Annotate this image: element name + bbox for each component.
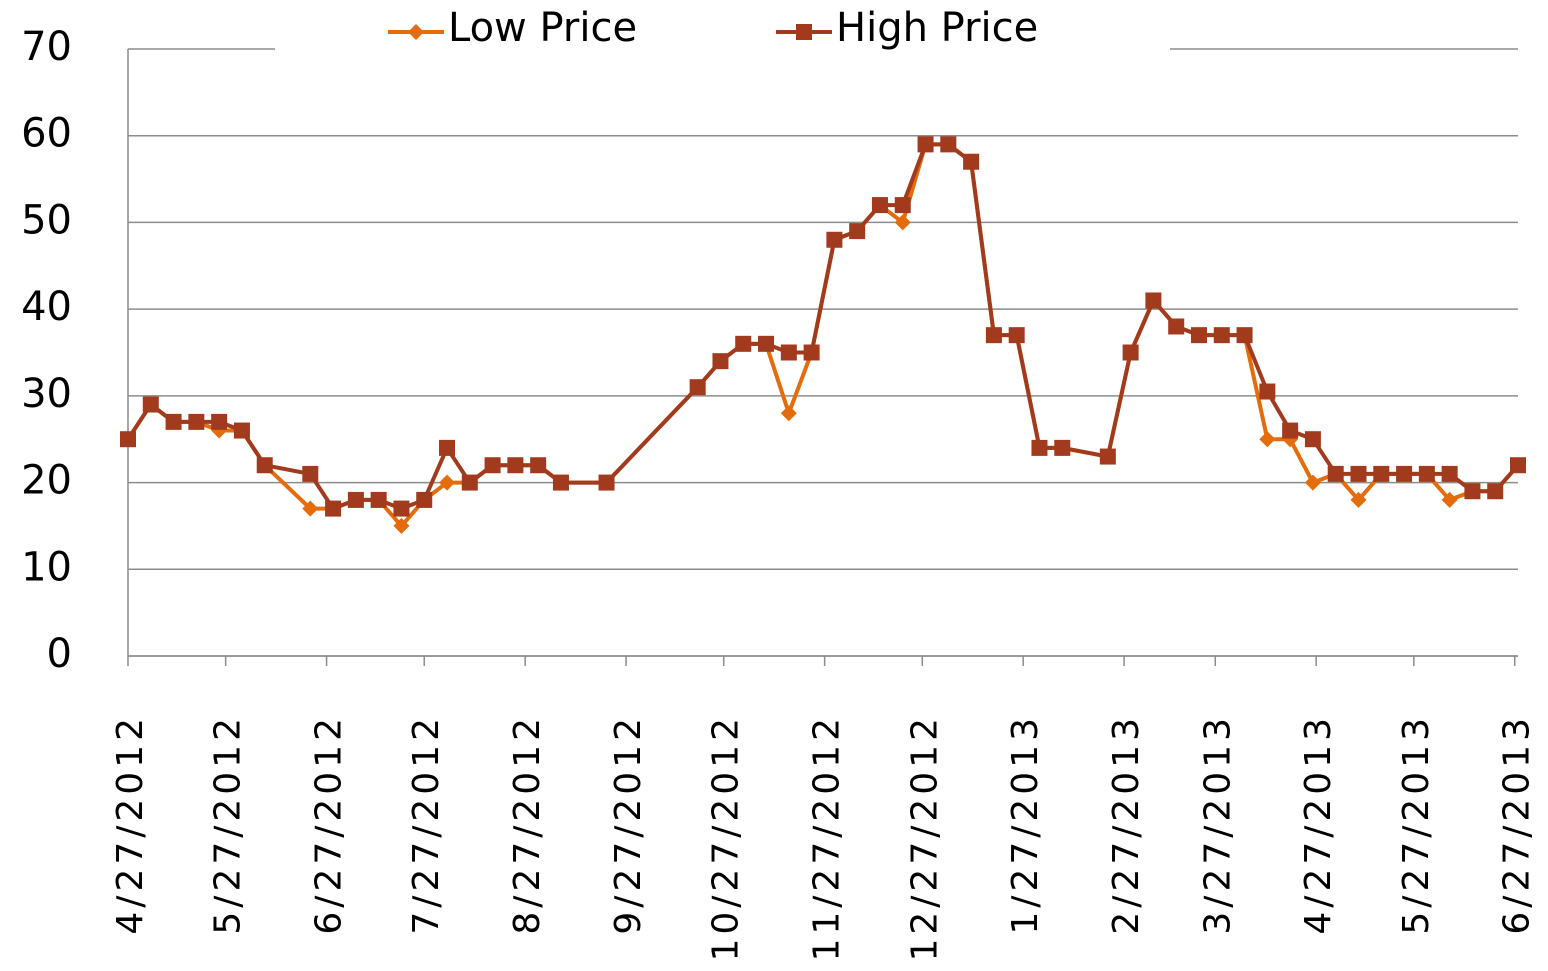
marker (1441, 465, 1458, 482)
x-tick-label: 12/27/2012 (904, 714, 945, 962)
marker (393, 500, 410, 517)
marker (963, 153, 980, 170)
marker (1122, 344, 1139, 361)
marker (712, 353, 729, 370)
y-tick-label: 0 (47, 631, 72, 677)
marker (461, 474, 478, 491)
marker (849, 223, 866, 240)
line (126, 142, 1520, 512)
marker (1304, 474, 1321, 491)
marker (894, 197, 911, 214)
series (120, 136, 1526, 534)
marker (871, 197, 888, 214)
marker (165, 413, 182, 430)
x-tick-label: 6/27/2012 (309, 714, 350, 935)
marker (1259, 383, 1276, 400)
marker (1145, 292, 1162, 309)
marker (1099, 448, 1116, 465)
marker (439, 474, 456, 491)
marker (233, 422, 250, 439)
marker (507, 457, 524, 474)
marker (826, 231, 843, 248)
marker (1396, 465, 1413, 482)
marker (1373, 465, 1390, 482)
marker (735, 335, 752, 352)
marker (1464, 483, 1481, 500)
y-tick-label: 40 (21, 284, 72, 330)
marker (796, 24, 812, 40)
x-tick-label: 10/27/2012 (706, 714, 747, 962)
marker (1441, 491, 1458, 508)
marker (416, 491, 433, 508)
marker (408, 24, 424, 40)
marker (530, 457, 547, 474)
y-tick-label: 60 (21, 111, 72, 157)
marker (484, 457, 501, 474)
series (120, 136, 1526, 517)
x-tick-label: 5/27/2013 (1396, 714, 1437, 935)
x-tick-label: 11/27/2012 (807, 714, 848, 962)
x-tick-label: 8/27/2012 (507, 714, 548, 935)
x-tick-label: 1/27/2013 (1005, 714, 1046, 935)
marker (1259, 431, 1276, 448)
marker (1008, 327, 1025, 344)
marker (393, 517, 410, 534)
marker (439, 439, 456, 456)
line (126, 142, 1520, 529)
y-tick-label: 30 (21, 371, 72, 417)
x-tick-label: 2/27/2013 (1106, 714, 1147, 935)
x-tick-label: 9/27/2012 (608, 714, 649, 935)
x-tick-label: 5/27/2012 (208, 714, 249, 935)
marker (256, 457, 273, 474)
marker (1236, 327, 1253, 344)
marker (758, 335, 775, 352)
marker (985, 327, 1002, 344)
marker (598, 474, 615, 491)
marker (325, 500, 342, 517)
marker (1213, 327, 1230, 344)
marker (1054, 439, 1071, 456)
marker (1168, 318, 1185, 335)
marker (1031, 439, 1048, 456)
marker (689, 379, 706, 396)
marker (120, 431, 136, 448)
marker (142, 396, 159, 413)
marker (552, 474, 569, 491)
legend-label: Low Price (448, 5, 637, 51)
marker (780, 405, 797, 422)
marker (1304, 431, 1321, 448)
marker (780, 344, 797, 361)
marker (803, 344, 820, 361)
marker (1510, 457, 1526, 474)
x-tick-label: 4/27/2012 (110, 714, 151, 935)
marker (302, 500, 319, 517)
marker (1190, 327, 1207, 344)
x-tick-label: 4/27/2013 (1298, 714, 1339, 935)
marker (347, 491, 364, 508)
marker (1418, 465, 1435, 482)
x-tick-label: 6/27/2013 (1497, 714, 1538, 935)
marker (894, 214, 911, 231)
y-tick-label: 20 (21, 458, 72, 504)
marker (1327, 465, 1344, 482)
marker (1282, 422, 1299, 439)
marker (370, 491, 387, 508)
x-tick-label: 3/27/2013 (1197, 714, 1238, 935)
marker (940, 136, 957, 153)
marker (211, 413, 228, 430)
marker (302, 465, 319, 482)
y-tick-label: 10 (21, 544, 72, 590)
legend-label: High Price (836, 5, 1038, 51)
marker (1487, 483, 1504, 500)
y-tick-label: 50 (21, 197, 72, 243)
y-tick-label: 70 (21, 24, 72, 70)
marker (188, 413, 205, 430)
marker (917, 136, 934, 153)
marker (1350, 465, 1367, 482)
marker (1350, 491, 1367, 508)
x-tick-label: 7/27/2012 (406, 714, 447, 935)
